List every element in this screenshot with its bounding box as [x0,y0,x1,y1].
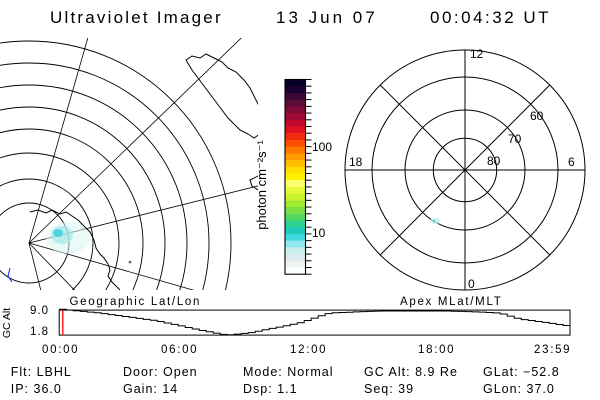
svg-text:Apex MLat/MLT: Apex MLat/MLT [400,296,502,308]
svg-text:6: 6 [568,155,575,169]
svg-text:10: 10 [312,226,326,240]
svg-text:Door: Open: Door: Open [123,365,198,379]
svg-text:Dsp: 1.1: Dsp: 1.1 [243,382,298,396]
svg-text:GC Alt: GC Alt [1,308,13,338]
svg-text:GC Alt: 8.9 Re: GC Alt: 8.9 Re [364,365,458,379]
svg-text:GLon: 37.0: GLon: 37.0 [483,382,555,396]
svg-text:0: 0 [468,277,475,291]
svg-text:Flt: LBHL: Flt: LBHL [11,365,72,379]
svg-text:18:00: 18:00 [418,344,455,356]
svg-text:Geographic Lat/Lon: Geographic Lat/Lon [70,296,202,308]
svg-text:60: 60 [530,109,544,123]
svg-text:06:00: 06:00 [161,344,198,356]
svg-text:13 Jun 07: 13 Jun 07 [276,8,378,27]
svg-text:Seq: 39: Seq: 39 [364,382,414,396]
svg-text:9.0: 9.0 [30,305,49,317]
svg-text:IP: 36.0: IP: 36.0 [11,382,62,396]
svg-text:1.8: 1.8 [30,326,49,338]
svg-text:18: 18 [349,155,363,169]
svg-text:00:04:32 UT: 00:04:32 UT [430,8,551,27]
svg-text:Gain: 14: Gain: 14 [123,382,178,396]
svg-text:00:00: 00:00 [42,344,79,356]
svg-text:70: 70 [508,132,522,146]
svg-text:photon cm⁻²s⁻¹: photon cm⁻²s⁻¹ [254,140,269,230]
svg-text:23:59: 23:59 [534,344,571,356]
svg-text:Mode: Normal: Mode: Normal [243,365,334,379]
svg-text:Ultraviolet Imager: Ultraviolet Imager [50,8,223,27]
svg-text:12:00: 12:00 [290,344,327,356]
svg-text:80: 80 [487,154,501,168]
svg-text:GLat: −52.8: GLat: −52.8 [483,365,560,379]
svg-text:12: 12 [470,47,484,61]
svg-text:100: 100 [312,140,332,154]
